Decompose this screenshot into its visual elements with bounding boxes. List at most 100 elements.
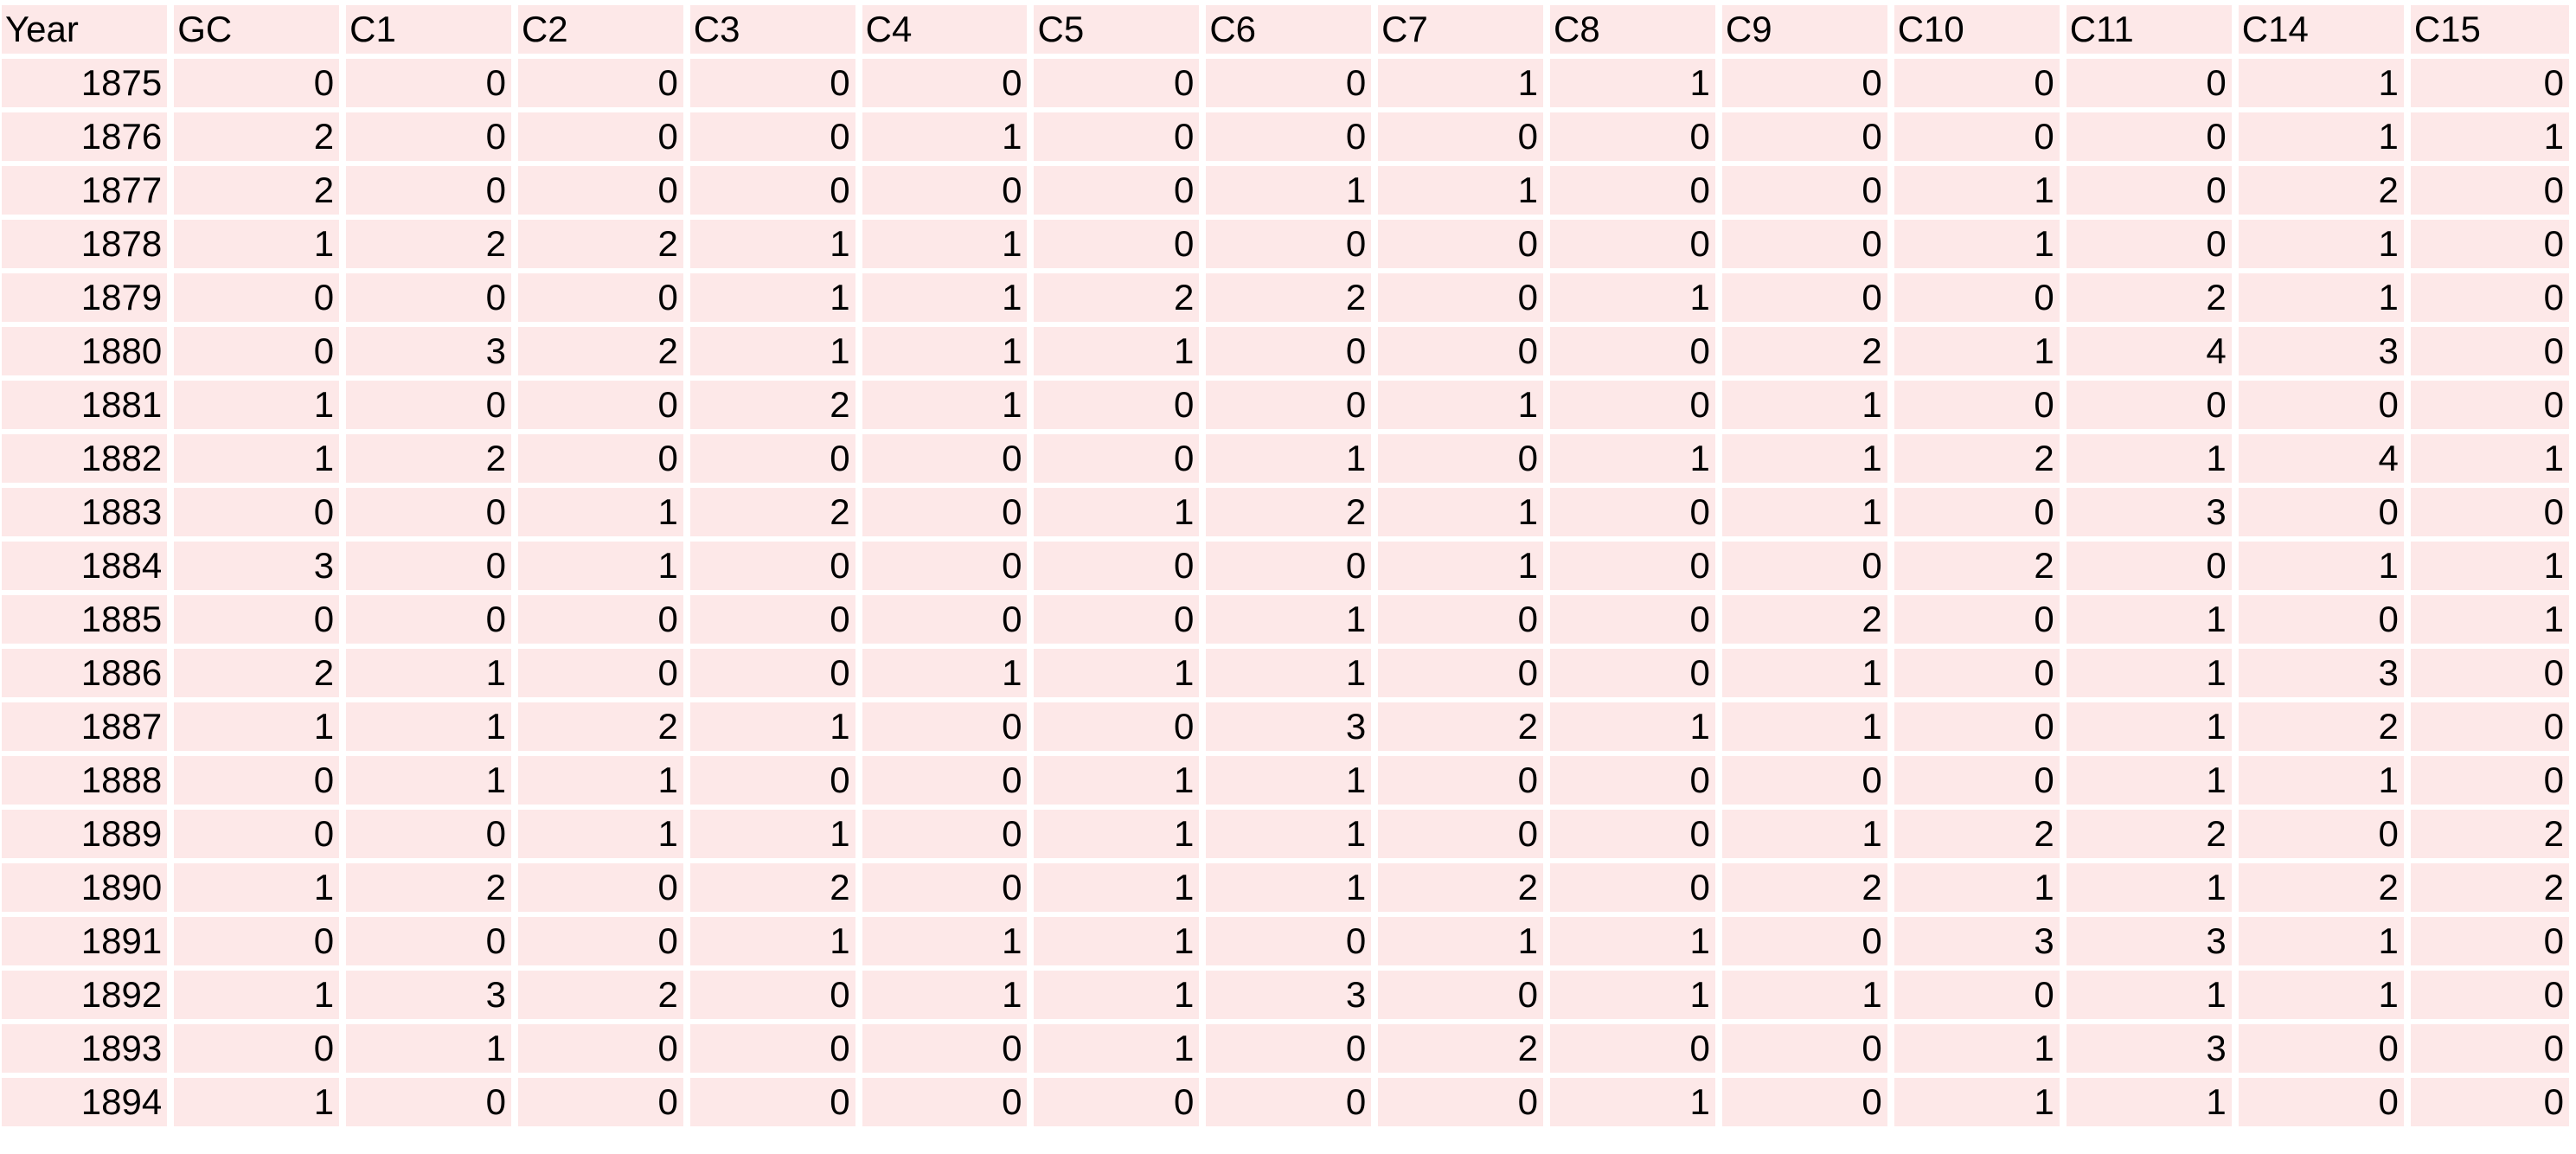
count-cell: 1 (1550, 434, 1715, 483)
count-cell: 0 (1206, 381, 1372, 429)
count-cell: 1 (1034, 971, 1200, 1019)
count-cell: 1 (689, 810, 855, 858)
count-cell: 1 (1550, 917, 1715, 965)
count-cell: 2 (689, 863, 855, 912)
table-row: 1893 0 1 0 0 0 1 0 2 0 0 1 3 0 0 (2, 1024, 2569, 1073)
count-cell: 1 (862, 649, 1028, 697)
column-header-c1: C1 (346, 5, 511, 54)
column-header-c6: C6 (1206, 5, 1372, 54)
count-cell: 0 (346, 1078, 511, 1126)
table-row: 1877 2 0 0 0 0 0 1 1 0 0 1 0 2 0 (2, 166, 2569, 215)
count-cell: 0 (1550, 1024, 1715, 1073)
count-cell: 0 (1378, 112, 1544, 161)
count-cell: 1 (1721, 381, 1887, 429)
table-row: 1875 0 0 0 0 0 0 0 1 1 0 0 0 1 0 (2, 59, 2569, 107)
count-cell: 3 (346, 327, 511, 375)
count-cell: 1 (1894, 166, 2060, 215)
count-cell: 0 (1721, 542, 1887, 590)
count-cell: 0 (1034, 166, 1200, 215)
year-cell: 1885 (2, 595, 168, 644)
count-cell: 0 (2410, 1078, 2569, 1126)
count-cell: 2 (2410, 863, 2569, 912)
count-cell: 1 (2410, 542, 2569, 590)
count-cell: 3 (174, 542, 340, 590)
count-cell: 0 (1034, 1078, 1200, 1126)
count-cell: 1 (1550, 59, 1715, 107)
count-cell: 1 (346, 649, 511, 697)
count-cell: 1 (2066, 702, 2232, 751)
count-cell: 1 (1894, 1024, 2060, 1073)
count-cell: 0 (1378, 434, 1544, 483)
count-cell: 1 (1378, 542, 1544, 590)
count-cell: 1 (1894, 863, 2060, 912)
count-cell: 1 (174, 971, 340, 1019)
count-cell: 1 (1721, 434, 1887, 483)
count-cell: 3 (346, 971, 511, 1019)
count-cell: 1 (862, 220, 1028, 268)
column-header-c3: C3 (689, 5, 855, 54)
count-cell: 2 (1206, 488, 1372, 536)
count-cell: 0 (517, 1078, 683, 1126)
count-cell: 0 (1378, 971, 1544, 1019)
count-cell: 0 (346, 112, 511, 161)
count-cell: 0 (2410, 327, 2569, 375)
count-cell: 1 (1034, 649, 1200, 697)
count-cell: 0 (1550, 595, 1715, 644)
year-cell: 1893 (2, 1024, 168, 1073)
count-cell: 0 (1721, 1078, 1887, 1126)
count-cell: 1 (1550, 273, 1715, 322)
count-cell: 0 (1894, 756, 2060, 805)
count-cell: 0 (1034, 112, 1200, 161)
count-cell: 3 (1894, 917, 2060, 965)
count-cell: 0 (1894, 488, 2060, 536)
count-cell: 0 (2238, 1078, 2404, 1126)
column-header-c5: C5 (1034, 5, 1200, 54)
count-cell: 1 (689, 273, 855, 322)
count-cell: 2 (174, 166, 340, 215)
count-cell: 0 (517, 595, 683, 644)
count-cell: 0 (2410, 220, 2569, 268)
count-cell: 0 (346, 488, 511, 536)
count-cell: 0 (517, 863, 683, 912)
column-header-year: Year (2, 5, 168, 54)
year-cell: 1890 (2, 863, 168, 912)
count-cell: 1 (862, 971, 1028, 1019)
year-cell: 1894 (2, 1078, 168, 1126)
table-row: 1881 1 0 0 2 1 0 0 1 0 1 0 0 0 0 (2, 381, 2569, 429)
count-cell: 4 (2066, 327, 2232, 375)
count-cell: 0 (862, 1024, 1028, 1073)
count-cell: 0 (1206, 1024, 1372, 1073)
count-cell: 1 (174, 702, 340, 751)
count-cell: 3 (1206, 971, 1372, 1019)
count-cell: 0 (517, 1024, 683, 1073)
count-cell: 0 (2066, 59, 2232, 107)
count-cell: 2 (2238, 702, 2404, 751)
count-cell: 0 (1894, 112, 2060, 161)
count-cell: 1 (2410, 595, 2569, 644)
table-row: 1884 3 0 1 0 0 0 0 1 0 0 2 0 1 1 (2, 542, 2569, 590)
count-cell: 2 (2410, 810, 2569, 858)
count-cell: 0 (1378, 649, 1544, 697)
count-cell: 0 (862, 595, 1028, 644)
count-cell: 1 (689, 327, 855, 375)
count-cell: 3 (2238, 327, 2404, 375)
column-header-c7: C7 (1378, 5, 1544, 54)
count-cell: 0 (1721, 917, 1887, 965)
count-cell: 0 (174, 595, 340, 644)
count-cell: 1 (1206, 595, 1372, 644)
count-cell: 1 (1206, 166, 1372, 215)
count-cell: 2 (689, 488, 855, 536)
count-cell: 0 (174, 327, 340, 375)
count-cell: 1 (1034, 917, 1200, 965)
count-cell: 0 (689, 112, 855, 161)
table-header: Year GC C1 C2 C3 C4 C5 C6 C7 C8 C9 C10 C11 C14 C15 (2, 5, 2569, 54)
count-cell: 0 (1721, 220, 1887, 268)
count-cell: 0 (862, 542, 1028, 590)
year-cell: 1882 (2, 434, 168, 483)
count-cell: 0 (2238, 595, 2404, 644)
count-cell: 0 (1378, 327, 1544, 375)
count-cell: 0 (862, 1078, 1028, 1126)
count-cell: 0 (346, 381, 511, 429)
table-row: 1886 2 1 0 0 1 1 1 0 0 1 0 1 3 0 (2, 649, 2569, 697)
count-cell: 0 (1894, 971, 2060, 1019)
